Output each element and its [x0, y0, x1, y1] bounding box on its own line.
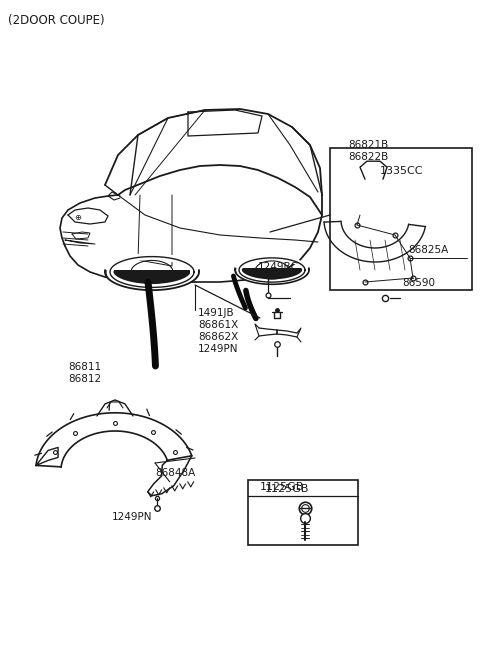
Text: 86822B: 86822B — [348, 152, 388, 162]
Bar — [330, 148, 472, 290]
Text: 86821B: 86821B — [348, 140, 388, 150]
Text: ⊕: ⊕ — [74, 213, 82, 222]
Text: 1249PN: 1249PN — [198, 344, 239, 354]
Text: 86861X: 86861X — [198, 320, 238, 330]
Text: 86811: 86811 — [68, 362, 101, 372]
Text: 1491JB: 1491JB — [198, 308, 235, 318]
Text: (2DOOR COUPE): (2DOOR COUPE) — [8, 14, 105, 27]
Polygon shape — [105, 270, 199, 290]
Text: 1335CC: 1335CC — [380, 166, 423, 176]
Text: 1125GB: 1125GB — [265, 484, 310, 494]
Text: 86590: 86590 — [402, 278, 435, 288]
Text: 86812: 86812 — [68, 374, 101, 384]
Bar — [248, 480, 358, 545]
Text: 86825A: 86825A — [408, 245, 448, 255]
Text: 1125GB: 1125GB — [260, 482, 304, 492]
Polygon shape — [235, 268, 309, 284]
Text: 86848A: 86848A — [155, 468, 195, 478]
Text: 1249BC: 1249BC — [258, 262, 299, 272]
Text: 86862X: 86862X — [198, 332, 238, 342]
Text: 1249PN: 1249PN — [112, 512, 153, 522]
